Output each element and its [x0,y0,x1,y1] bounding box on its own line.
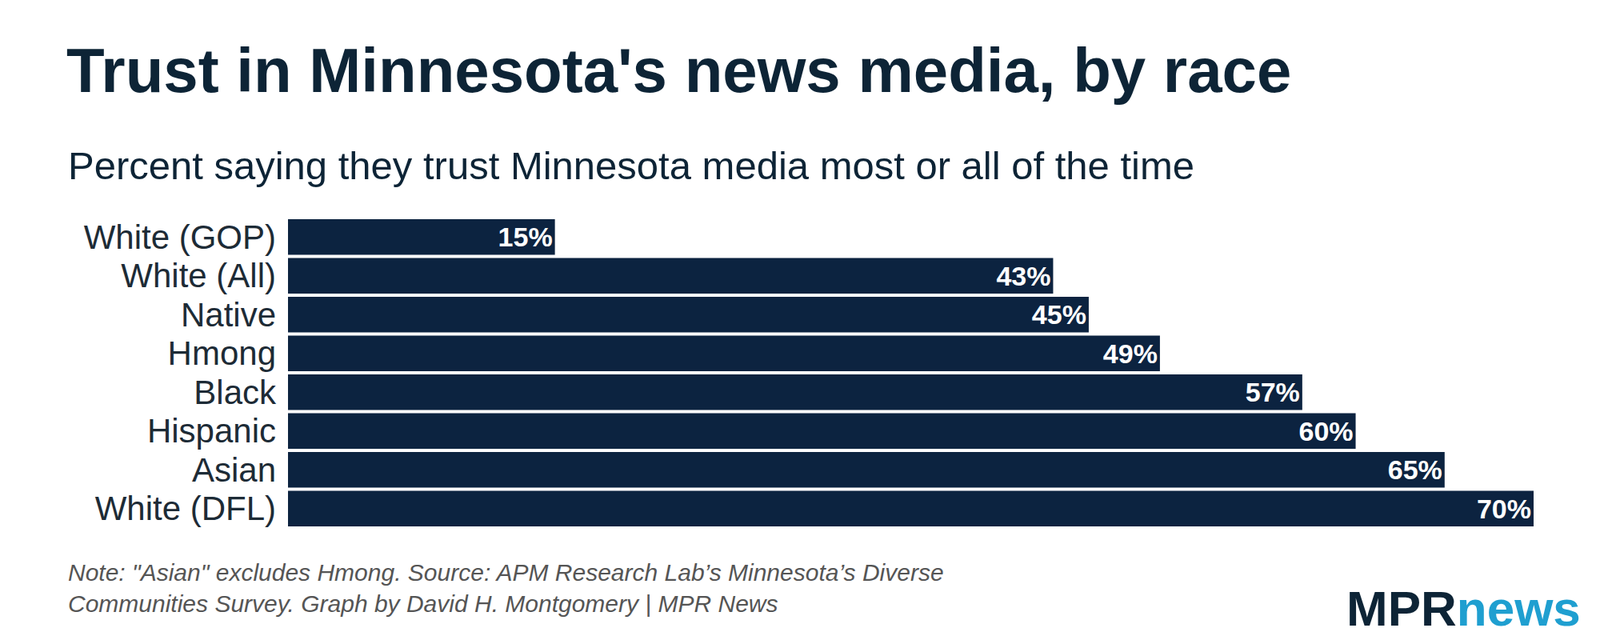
svg-text:MPRnews: MPRnews [1346,580,1581,636]
svg-text:White (DFL): White (DFL) [95,489,276,528]
svg-text:60%: 60% [1299,416,1354,447]
svg-text:45%: 45% [1032,299,1087,330]
svg-text:43%: 43% [996,260,1051,292]
svg-text:Percent saying they trust Minn: Percent saying they trust Minnesota medi… [68,144,1195,188]
svg-text:Note: "Asian" excludes Hmong.: Note: "Asian" excludes Hmong. Source: AP… [68,559,944,617]
svg-text:Native: Native [180,296,276,334]
svg-text:Black: Black [193,373,277,412]
svg-text:Hispanic: Hispanic [147,412,276,450]
svg-text:Hmong: Hmong [168,334,276,372]
svg-text:White (All): White (All) [120,256,276,295]
svg-text:Trust in Minnesota's news medi: Trust in Minnesota's news media, by race [66,35,1292,106]
svg-text:57%: 57% [1245,376,1300,408]
svg-text:49%: 49% [1103,338,1158,369]
svg-text:Asian: Asian [192,451,276,489]
svg-text:70%: 70% [1476,493,1532,524]
svg-text:15%: 15% [498,221,553,252]
svg-text:65%: 65% [1388,454,1443,485]
svg-text:White (GOP): White (GOP) [84,218,276,256]
